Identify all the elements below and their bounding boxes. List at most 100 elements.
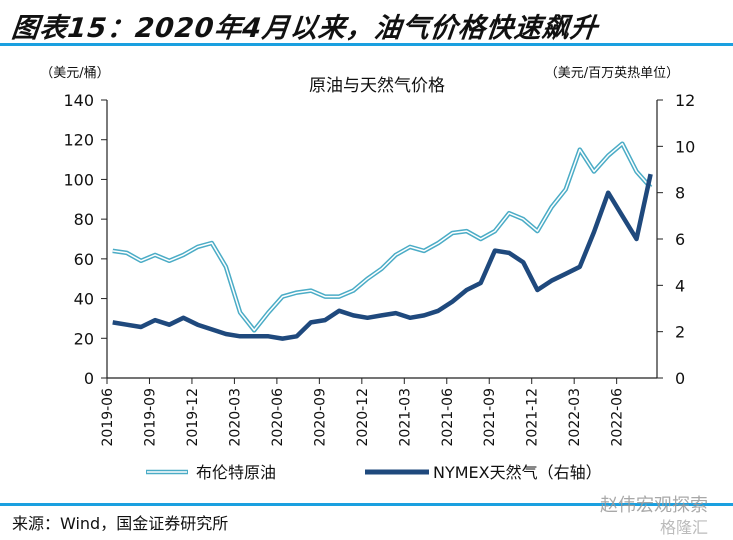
x-tick-label: 2021-06 <box>440 388 456 447</box>
legend-label: 布伦特原油 <box>196 463 276 482</box>
x-tick-label: 2021-03 <box>397 388 413 447</box>
data-point <box>268 336 270 338</box>
data-point <box>253 330 255 332</box>
data-point <box>452 232 454 234</box>
series-line-outer <box>112 141 653 333</box>
data-point <box>636 171 638 173</box>
data-point <box>324 296 326 298</box>
top-rule <box>0 43 733 46</box>
data-point <box>452 301 454 303</box>
left-tick-label: 100 <box>63 170 94 189</box>
data-point <box>126 252 128 254</box>
data-point <box>126 324 128 326</box>
chart: 原油与天然气价格 （美元/桶） （美元/百万英热单位） 020406080100… <box>40 66 695 482</box>
source-note: 来源：Wind，国金证券研究所 <box>12 514 229 533</box>
data-point <box>607 192 609 194</box>
data-point <box>140 326 142 328</box>
data-point <box>282 338 284 340</box>
data-point <box>310 322 312 324</box>
data-point <box>112 322 114 324</box>
data-point <box>140 260 142 262</box>
data-point <box>367 278 369 280</box>
data-point <box>112 250 114 252</box>
data-point <box>650 173 652 175</box>
data-point <box>480 282 482 284</box>
x-tick-label: 2020-06 <box>270 388 286 447</box>
right-tick-label: 6 <box>675 230 685 249</box>
data-point <box>494 230 496 232</box>
data-point <box>409 246 411 248</box>
data-point <box>522 261 524 263</box>
data-point <box>537 230 539 232</box>
series-line-inner <box>112 142 652 332</box>
legend-label: NYMEX天然气（右轴） <box>433 463 602 482</box>
legend-item: 布伦特原油 <box>146 463 276 482</box>
data-point <box>593 231 595 233</box>
data-point <box>551 206 553 208</box>
x-tick-label: 2020-03 <box>227 388 243 447</box>
data-point <box>395 312 397 314</box>
data-point <box>183 254 185 256</box>
chart-title: 原油与天然气价格 <box>309 76 445 96</box>
data-point <box>169 260 171 262</box>
left-tick-label: 20 <box>74 329 94 348</box>
data-point <box>537 289 539 291</box>
right-tick-label: 10 <box>675 137 695 156</box>
data-point <box>409 317 411 319</box>
left-axis-label: （美元/桶） <box>40 66 109 81</box>
data-point <box>353 315 355 317</box>
x-tick-label: 2019-06 <box>100 388 116 447</box>
data-point <box>508 252 510 254</box>
x-tick-label: 2022-03 <box>567 388 583 447</box>
right-tick-label: 4 <box>675 276 685 295</box>
data-point <box>154 254 156 256</box>
data-point <box>183 317 185 319</box>
data-point <box>324 319 326 321</box>
watermark-secondary: 格隆汇 <box>660 518 709 537</box>
data-point <box>154 319 156 321</box>
data-point <box>565 273 567 275</box>
data-point <box>579 266 581 268</box>
data-point <box>551 280 553 282</box>
legend-item: NYMEX天然气（右轴） <box>365 463 602 482</box>
left-tick-label: 140 <box>63 91 94 110</box>
data-point <box>296 336 298 338</box>
watermark: 赵伟宏观探索 <box>600 495 708 516</box>
right-tick-label: 8 <box>675 184 685 203</box>
data-point <box>353 290 355 292</box>
data-point <box>423 250 425 252</box>
data-point <box>607 155 609 157</box>
x-tick-label: 2022-06 <box>610 388 626 447</box>
data-point <box>338 296 340 298</box>
data-point <box>636 238 638 240</box>
data-point <box>169 324 171 326</box>
data-point <box>282 296 284 298</box>
data-point <box>381 268 383 270</box>
x-tick-label: 2021-12 <box>525 388 541 447</box>
data-point <box>239 336 241 338</box>
data-point <box>211 242 213 244</box>
data-point <box>423 315 425 317</box>
data-point <box>395 254 397 256</box>
data-point <box>466 289 468 291</box>
data-point <box>622 215 624 217</box>
series-natgas <box>112 173 653 341</box>
data-point <box>367 317 369 319</box>
data-point <box>253 336 255 338</box>
x-tick-label: 2020-12 <box>355 388 371 447</box>
data-point <box>338 310 340 312</box>
x-tick-label: 2020-09 <box>312 388 328 447</box>
x-tick-label: 2021-09 <box>482 388 498 447</box>
data-point <box>508 212 510 214</box>
data-point <box>310 290 312 292</box>
data-point <box>197 324 199 326</box>
right-tick-label: 0 <box>675 369 685 388</box>
data-point <box>239 312 241 314</box>
data-point <box>565 189 567 191</box>
right-tick-label: 2 <box>675 323 685 342</box>
data-point <box>197 246 199 248</box>
right-tick-label: 12 <box>675 91 695 110</box>
data-point <box>438 310 440 312</box>
series-brent <box>112 141 653 333</box>
right-axis-label: （美元/百万英热单位） <box>545 66 679 81</box>
